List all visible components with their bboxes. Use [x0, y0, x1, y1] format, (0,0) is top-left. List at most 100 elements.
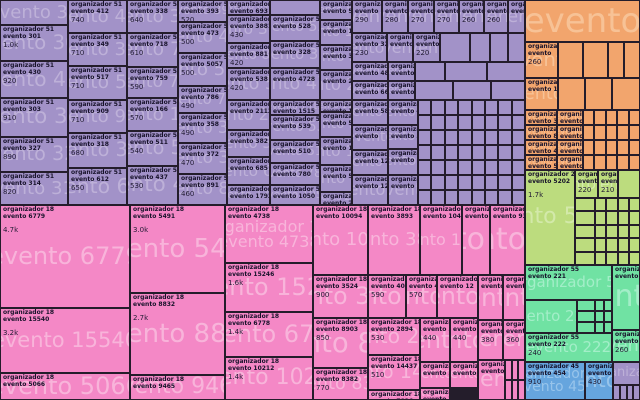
- treemap-cell-small[interactable]: [606, 211, 618, 225]
- treemap-cell[interactable]: eventoorganizadorevento: [557, 125, 583, 140]
- treemap-cell-small[interactable]: [617, 198, 629, 212]
- treemap-cell-small[interactable]: [511, 100, 525, 115]
- treemap-cell-small[interactable]: [605, 110, 618, 125]
- treemap-cell-small[interactable]: [431, 160, 445, 175]
- treemap-cell[interactable]: [490, 33, 508, 62]
- treemap-cell-small[interactable]: [617, 140, 629, 155]
- treemap-cell-small[interactable]: [628, 110, 640, 125]
- treemap-cell-small[interactable]: [595, 198, 607, 212]
- treemap-cell-small[interactable]: [583, 110, 595, 125]
- treemap-cell-small[interactable]: [511, 130, 525, 145]
- treemap-cell[interactable]: eventoorganizador 51evento280: [382, 0, 408, 33]
- treemap-cell-small[interactable]: [505, 360, 512, 380]
- treemap-cell[interactable]: [585, 78, 612, 110]
- treemap-cell[interactable]: [491, 81, 525, 100]
- treemap-cell[interactable]: [270, 0, 320, 15]
- treemap-cell-small[interactable]: [595, 224, 607, 239]
- treemap-cell[interactable]: eventoorganizador 51evento260: [459, 0, 484, 33]
- treemap-cell-small[interactable]: [518, 360, 525, 380]
- treemap-cell-small[interactable]: [431, 190, 445, 205]
- treemap-cell-small[interactable]: [628, 238, 640, 252]
- treemap-cell-small[interactable]: [484, 130, 499, 145]
- treemap-cell[interactable]: organizador: [613, 362, 640, 385]
- treemap-cell-small[interactable]: [617, 238, 629, 252]
- treemap-cell-small[interactable]: [617, 155, 629, 170]
- treemap-cell[interactable]: [508, 33, 525, 62]
- treemap-cell-small[interactable]: [431, 145, 445, 160]
- treemap-cell-small[interactable]: [603, 300, 612, 311]
- treemap-cell-small[interactable]: [484, 175, 499, 190]
- treemap-cell-small[interactable]: [594, 155, 606, 170]
- treemap-cell-small[interactable]: [613, 385, 620, 400]
- treemap-cell[interactable]: evento 4organizadorevento 4: [525, 140, 557, 155]
- treemap-cell-small[interactable]: [605, 125, 618, 140]
- treemap-cell-small[interactable]: [511, 360, 519, 380]
- treemap-cell-small[interactable]: [628, 198, 640, 212]
- treemap-cell-small[interactable]: [444, 190, 459, 205]
- treemap-cell-small[interactable]: [498, 175, 512, 190]
- treemap-cell-small[interactable]: [575, 238, 595, 252]
- treemap-cell-small[interactable]: [418, 190, 432, 205]
- treemap-cell-small[interactable]: [431, 115, 445, 130]
- treemap-cell-small[interactable]: [619, 385, 627, 400]
- treemap-cell[interactable]: [558, 42, 583, 78]
- treemap-cell[interactable]: [618, 170, 640, 198]
- treemap-cell[interactable]: [470, 33, 490, 62]
- treemap-cell[interactable]: eventoorganizador 51evento290: [352, 0, 382, 33]
- treemap-cell-small[interactable]: [595, 211, 607, 225]
- treemap-cell[interactable]: [453, 81, 491, 100]
- treemap-cell-small[interactable]: [628, 211, 640, 225]
- treemap-cell[interactable]: eventoorganizador 55evento260: [612, 330, 640, 362]
- treemap-cell-small[interactable]: [444, 115, 459, 130]
- treemap-cell-small[interactable]: [458, 160, 472, 175]
- treemap-cell-small[interactable]: [583, 140, 595, 155]
- treemap-cell-small[interactable]: [471, 190, 485, 205]
- treemap-cell-small[interactable]: [511, 380, 519, 400]
- treemap-cell[interactable]: eventoorganizadorevento260: [525, 42, 558, 78]
- treemap-cell-small[interactable]: [511, 115, 525, 130]
- treemap-cell-small[interactable]: [606, 251, 618, 265]
- treemap-cell-small[interactable]: [575, 198, 595, 212]
- treemap-cell-small[interactable]: [444, 100, 459, 115]
- treemap-cell-small[interactable]: [431, 175, 445, 190]
- treemap-cell-small[interactable]: [575, 211, 595, 225]
- treemap-cell-small[interactable]: [628, 125, 640, 140]
